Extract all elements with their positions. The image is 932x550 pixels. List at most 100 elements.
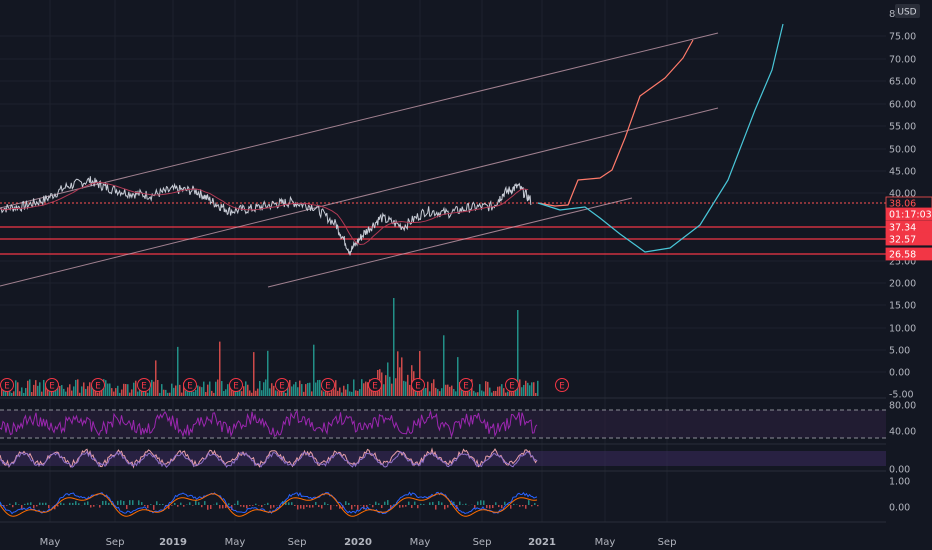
price-label-box bbox=[885, 207, 932, 221]
volume-bar bbox=[261, 390, 263, 396]
volume-bar bbox=[303, 391, 305, 396]
price-axis-panel[interactable] bbox=[886, 0, 932, 522]
macd-histogram-bar bbox=[318, 505, 320, 508]
macd-histogram-bar bbox=[6, 505, 8, 506]
price-label-box bbox=[885, 247, 932, 261]
macd-histogram-bar bbox=[210, 505, 212, 509]
volume-bar bbox=[469, 391, 471, 396]
volume-bar bbox=[491, 392, 493, 396]
earnings-marker-label: E bbox=[49, 382, 55, 392]
volume-bar bbox=[227, 384, 229, 396]
macd-histogram-bar bbox=[45, 502, 47, 505]
projection-paths[interactable] bbox=[537, 23, 784, 253]
macd-histogram-bar bbox=[189, 502, 191, 505]
volume-bar bbox=[439, 391, 441, 396]
price-axis-tick: 45.00 bbox=[889, 167, 916, 178]
price-axis-tick: 0.00 bbox=[889, 368, 910, 379]
volume-bar bbox=[23, 392, 25, 396]
macd-histogram-bar bbox=[417, 505, 419, 509]
volume-bar bbox=[291, 386, 293, 396]
earnings-marker-label: E bbox=[279, 382, 285, 392]
volume-bar bbox=[177, 346, 179, 396]
time-axis: May Sep 2019 May Sep 2020 May Sep 2021 May Sep bbox=[40, 537, 677, 548]
macd-histogram-bar bbox=[324, 502, 326, 505]
volume-bar bbox=[145, 391, 147, 396]
volume-bar bbox=[337, 390, 339, 396]
time-axis-label: 2020 bbox=[344, 537, 372, 548]
macd-histogram-bar bbox=[432, 501, 434, 505]
price-axis-tick: 65.00 bbox=[889, 77, 916, 88]
volume-bar bbox=[409, 384, 411, 396]
macd-histogram-bar bbox=[72, 502, 74, 505]
earnings-marker-label: E bbox=[559, 382, 565, 392]
volume-bar bbox=[31, 392, 33, 396]
volume-bar bbox=[341, 392, 343, 396]
macd-histogram-bar bbox=[489, 505, 491, 509]
volume-bar bbox=[505, 392, 507, 396]
channel-line bbox=[267, 197, 633, 288]
volume-bar bbox=[69, 384, 71, 396]
volume-bar bbox=[157, 380, 159, 396]
volume-bar bbox=[405, 381, 407, 396]
volume-bar bbox=[481, 390, 483, 396]
volume-bar bbox=[251, 392, 253, 396]
price-axis-tick: 75.00 bbox=[889, 32, 916, 43]
macd-histogram-bar bbox=[42, 502, 44, 505]
macd-histogram-bar bbox=[441, 502, 443, 505]
volume-bar bbox=[425, 388, 427, 396]
currency-badge[interactable] bbox=[895, 4, 920, 18]
volume-bar bbox=[181, 392, 183, 396]
volume-bar bbox=[503, 388, 505, 396]
macd-histogram-bar bbox=[369, 504, 371, 505]
volume-bar bbox=[453, 389, 455, 396]
macd-histogram-bar bbox=[168, 505, 170, 509]
macd-histogram-bar bbox=[153, 505, 155, 510]
volume-bar bbox=[149, 386, 151, 396]
volume-bar bbox=[133, 382, 135, 396]
volume-bar bbox=[385, 375, 387, 396]
time-axis-label: May bbox=[225, 537, 246, 548]
volume-bar bbox=[221, 381, 223, 396]
volume-bar bbox=[137, 391, 139, 396]
volume-bar bbox=[165, 389, 167, 396]
macd-histogram-bar bbox=[144, 505, 146, 507]
volume-bar bbox=[367, 382, 369, 396]
earnings-marker bbox=[368, 378, 382, 392]
macd-histogram-bar bbox=[150, 504, 152, 505]
volume-bar bbox=[301, 384, 303, 396]
macd-histogram-bar bbox=[342, 505, 344, 509]
volume-bar bbox=[127, 384, 129, 396]
macd-histogram-bar bbox=[84, 502, 86, 505]
volume-bar bbox=[233, 387, 235, 396]
volume-bar bbox=[153, 381, 155, 396]
volume-bar bbox=[199, 386, 201, 396]
volume-bar bbox=[393, 298, 395, 396]
price-axis: 75.00 70.00 65.00 60.00 55.00 50.00 45.00 40.00… bbox=[885, 32, 932, 514]
time-axis-label: Sep bbox=[288, 537, 307, 548]
volume-bar bbox=[441, 388, 443, 396]
volume-bar bbox=[295, 381, 297, 396]
time-axis-label: May bbox=[40, 537, 61, 548]
macd-histogram-bar bbox=[393, 504, 395, 505]
volume-bar bbox=[309, 382, 311, 396]
macd-histogram-bar bbox=[327, 504, 329, 505]
volume-bar bbox=[269, 388, 271, 396]
volume-bar bbox=[349, 391, 351, 396]
volume-bar bbox=[37, 385, 39, 396]
volume-bar bbox=[507, 391, 509, 396]
volume-bar bbox=[193, 391, 195, 396]
trend-channels[interactable] bbox=[0, 32, 719, 288]
macd-histogram-bar bbox=[105, 500, 107, 505]
volume-bar bbox=[161, 384, 163, 396]
price-axis-tick: 15.00 bbox=[889, 301, 916, 312]
macd-histogram-bar bbox=[36, 505, 38, 507]
macd-histogram-bar bbox=[234, 503, 236, 505]
volume-bar bbox=[461, 387, 463, 396]
macd-histogram-bar bbox=[147, 505, 149, 509]
volume-bar bbox=[355, 390, 357, 396]
volume-bar bbox=[135, 380, 137, 396]
macd-histogram-bar bbox=[381, 505, 383, 509]
price-axis-tick: -5.00 bbox=[889, 390, 914, 401]
